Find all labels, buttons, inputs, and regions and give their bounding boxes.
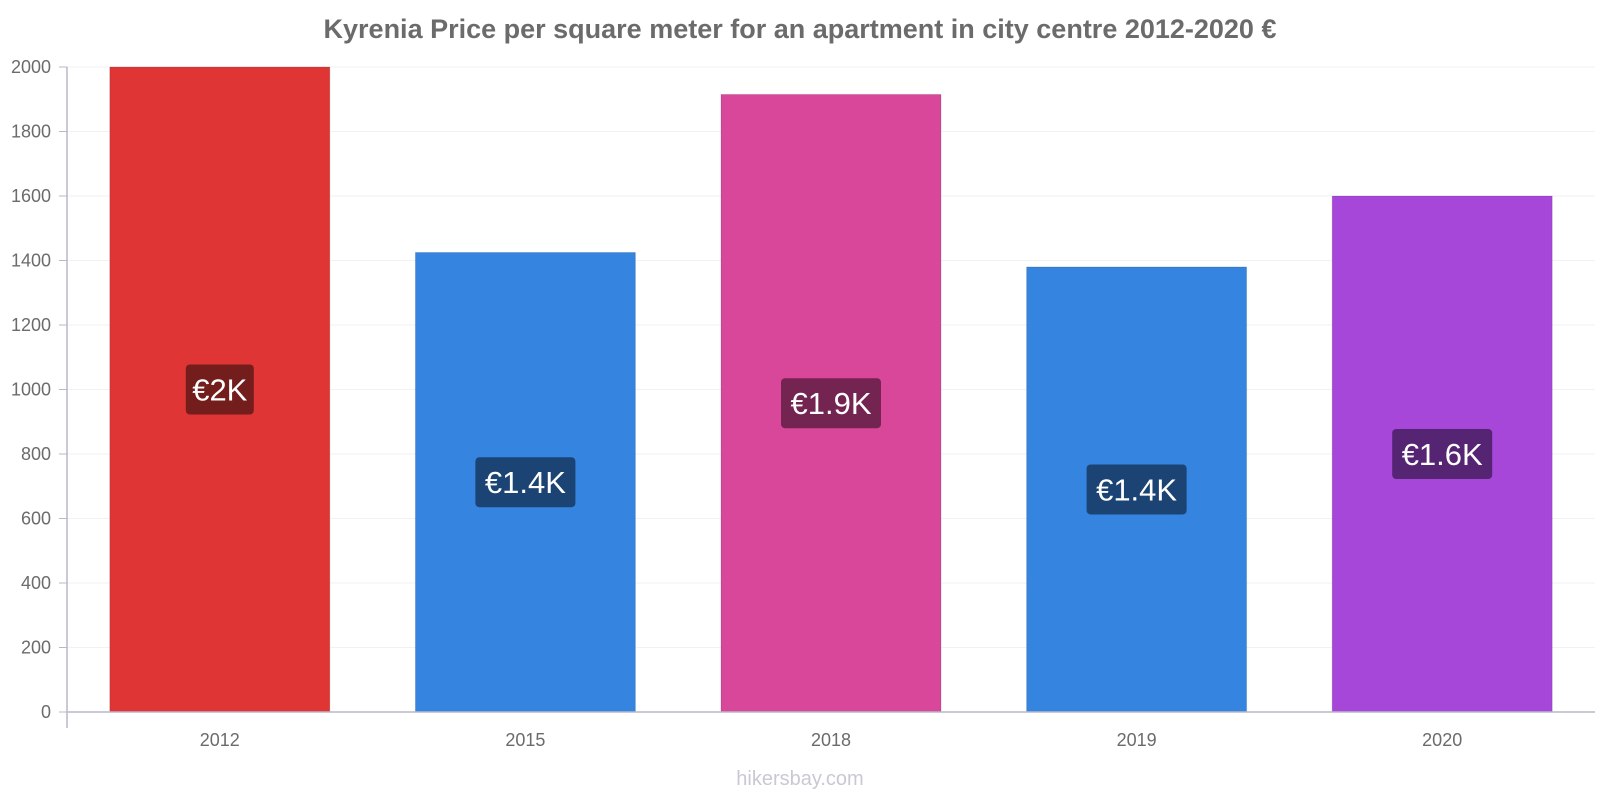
y-tick-label: 400 — [21, 573, 51, 593]
y-tick-label: 2000 — [11, 57, 51, 77]
data-label: €1.4K — [1096, 472, 1177, 507]
y-tick-label: 1000 — [11, 380, 51, 400]
data-labels: €2K €1.4K €1.9K €1.4K €1.6K — [185, 364, 1493, 515]
data-label-badge — [475, 457, 576, 508]
watermark: hikersbay.com — [736, 768, 864, 790]
y-tick-label: 0 — [41, 702, 51, 722]
chart-title: Kyrenia Price per square meter for an ap… — [323, 14, 1277, 44]
x-tick-label: 2019 — [1117, 730, 1157, 750]
data-label-badge — [1086, 464, 1187, 515]
y-tick-label: 1600 — [11, 186, 51, 206]
y-tick-label: 600 — [21, 509, 51, 529]
data-label-badge — [1392, 429, 1493, 479]
x-tick-label: 2012 — [200, 730, 240, 750]
data-label: €1.6K — [1402, 437, 1483, 472]
axes: 0 200 400 600 800 1000 1200 1400 1600 1800 2000 201… — [11, 57, 1595, 750]
data-label-badge — [781, 378, 881, 429]
y-tick-label: 1400 — [11, 251, 51, 271]
data-label: €1.9K — [790, 386, 871, 421]
x-tick-label: 2015 — [505, 730, 545, 750]
y-tick-label: 800 — [21, 444, 51, 464]
x-tick-label: 2018 — [811, 730, 851, 750]
x-tick-label: 2020 — [1422, 730, 1462, 750]
data-label: €2K — [192, 373, 247, 408]
y-tick-label: 1800 — [11, 122, 51, 142]
data-label: €1.4K — [485, 465, 566, 500]
y-tick-label: 1200 — [11, 315, 51, 335]
data-label-badge — [185, 364, 254, 415]
bars — [109, 66, 1553, 713]
y-tick-label: 200 — [21, 638, 51, 658]
